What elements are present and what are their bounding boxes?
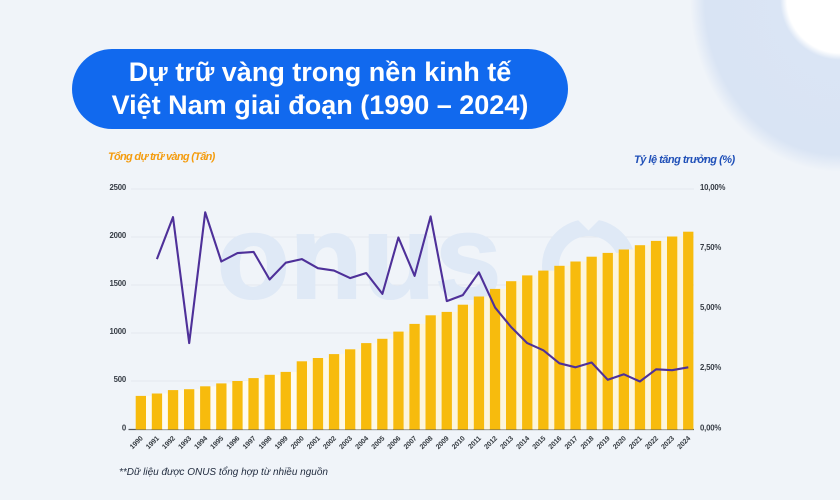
- svg-text:2018: 2018: [580, 435, 596, 451]
- svg-text:1991: 1991: [145, 435, 161, 451]
- svg-text:2021: 2021: [628, 435, 644, 451]
- svg-text:2006: 2006: [387, 435, 403, 451]
- svg-text:1996: 1996: [226, 435, 242, 451]
- svg-text:2011: 2011: [467, 435, 483, 451]
- svg-text:7,50%: 7,50%: [700, 243, 721, 252]
- svg-text:2005: 2005: [371, 435, 387, 451]
- svg-text:2012: 2012: [483, 435, 499, 451]
- svg-text:2017: 2017: [564, 435, 580, 451]
- svg-text:2008: 2008: [419, 435, 435, 451]
- svg-text:2000: 2000: [290, 435, 306, 451]
- svg-text:2002: 2002: [322, 435, 338, 451]
- svg-text:2500: 2500: [109, 183, 126, 192]
- svg-text:onus: onus: [217, 191, 501, 324]
- svg-text:1997: 1997: [242, 435, 258, 451]
- svg-text:10,00%: 10,00%: [700, 183, 726, 192]
- svg-text:1500: 1500: [109, 279, 126, 288]
- svg-text:2024: 2024: [677, 435, 693, 451]
- svg-text:500: 500: [114, 375, 127, 384]
- svg-text:2001: 2001: [306, 435, 322, 451]
- svg-text:1000: 1000: [109, 327, 126, 336]
- svg-text:2,50%: 2,50%: [700, 363, 721, 372]
- svg-text:2015: 2015: [532, 435, 548, 451]
- svg-text:2004: 2004: [355, 435, 371, 451]
- svg-text:2000: 2000: [109, 231, 126, 240]
- svg-text:1990: 1990: [129, 435, 145, 451]
- svg-text:5,00%: 5,00%: [700, 303, 721, 312]
- svg-text:0: 0: [122, 424, 127, 433]
- svg-text:1998: 1998: [258, 435, 274, 451]
- svg-text:1992: 1992: [161, 435, 177, 451]
- svg-text:2010: 2010: [451, 435, 467, 451]
- svg-text:2019: 2019: [596, 435, 612, 451]
- svg-text:2020: 2020: [612, 435, 628, 451]
- svg-text:1994: 1994: [194, 435, 210, 451]
- svg-text:2009: 2009: [435, 435, 451, 451]
- svg-text:2003: 2003: [338, 435, 354, 451]
- svg-text:2007: 2007: [403, 435, 419, 451]
- svg-text:1999: 1999: [274, 435, 290, 451]
- svg-text:2014: 2014: [516, 435, 532, 451]
- svg-text:2023: 2023: [660, 435, 676, 451]
- svg-text:1995: 1995: [210, 435, 226, 451]
- svg-text:2016: 2016: [548, 435, 564, 451]
- svg-text:0,00%: 0,00%: [700, 424, 721, 433]
- svg-text:2022: 2022: [644, 435, 660, 451]
- svg-text:2013: 2013: [499, 435, 515, 451]
- svg-text:1993: 1993: [177, 435, 193, 451]
